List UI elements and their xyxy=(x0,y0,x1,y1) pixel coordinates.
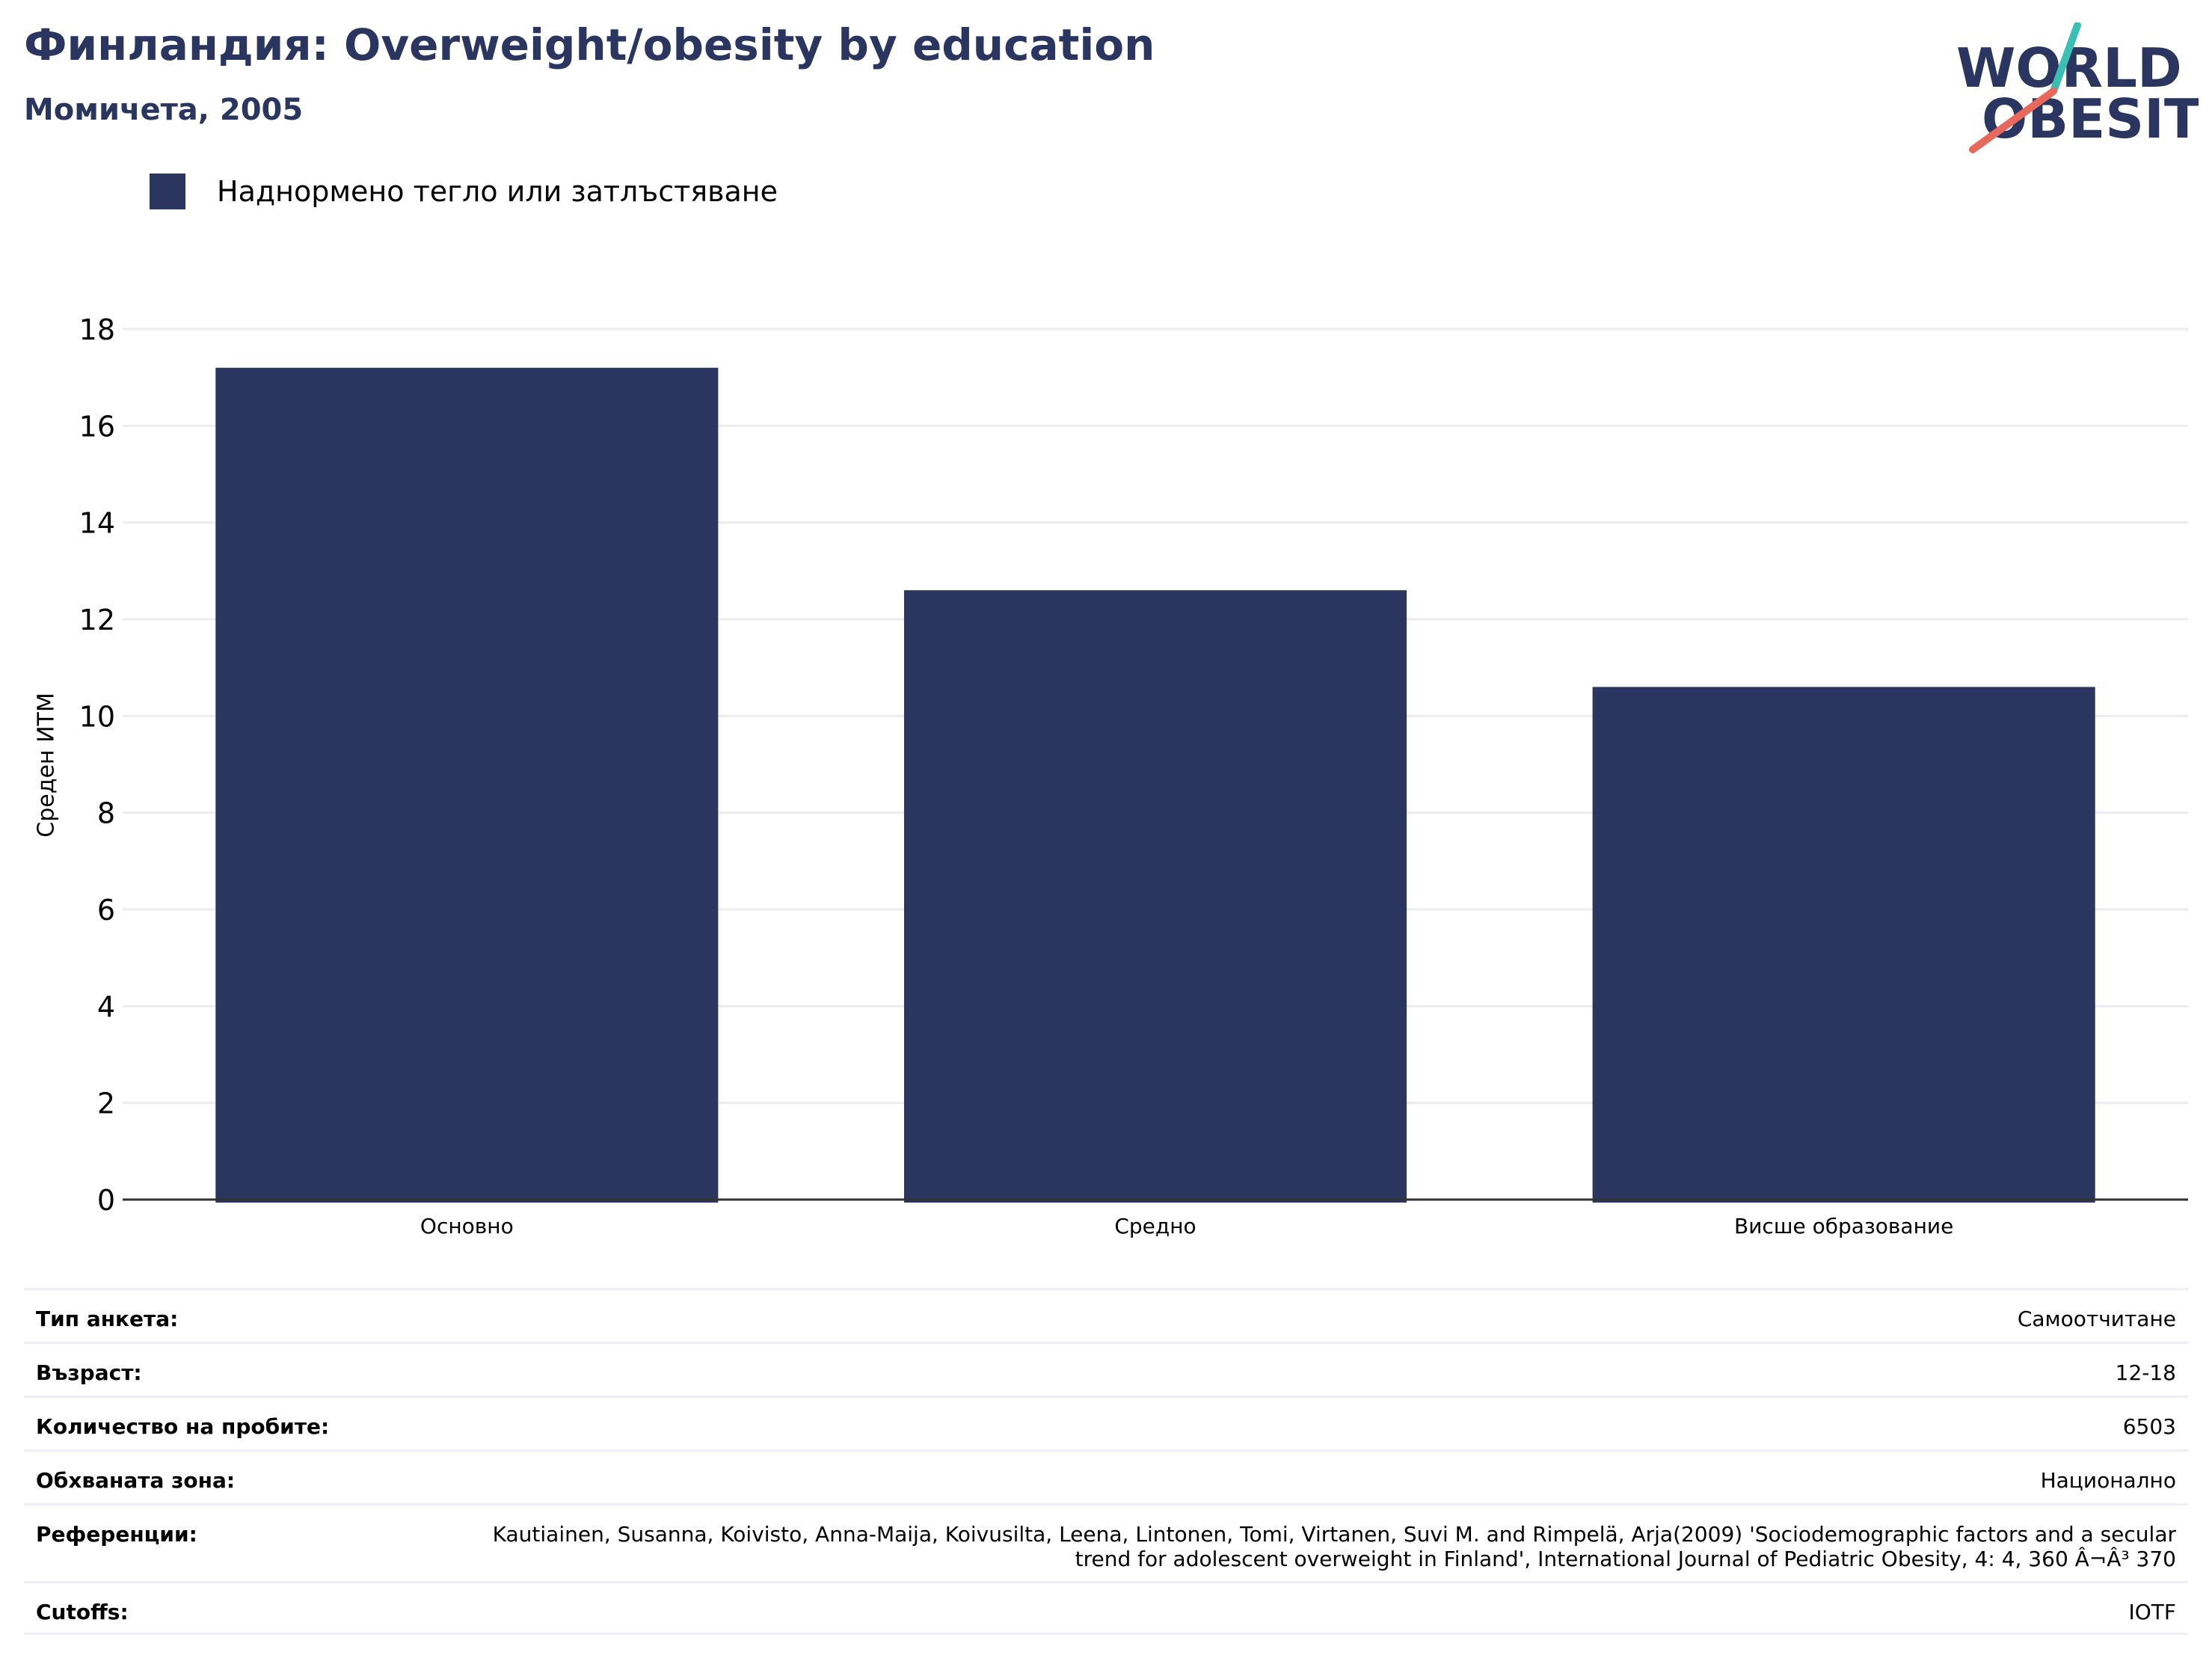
meta-value: 12-18 xyxy=(2115,1360,2176,1385)
meta-row-sample-size: Количество на пробите: 6503 xyxy=(24,1396,2188,1449)
meta-value: Самоотчитане xyxy=(2017,1307,2176,1331)
bar xyxy=(903,590,1407,1203)
x-tick-label: Висше образование xyxy=(1734,1214,1953,1238)
meta-value: IOTF xyxy=(2128,1600,2176,1624)
meta-value: Kautiainen, Susanna, Koivisto, Anna-Maij… xyxy=(492,1522,2176,1571)
chart-title: Финландия: Overweight/obesity by educati… xyxy=(24,19,1155,70)
logo-slash-top xyxy=(2050,22,2081,95)
y-tick-label: 16 xyxy=(79,410,115,443)
bar xyxy=(215,367,719,1203)
y-tick-label: 6 xyxy=(97,894,115,927)
metadata-table: Тип анкета: Самоотчитане Възраст: 12-18 … xyxy=(24,1288,2188,1635)
meta-row-cutoffs: Cutoffs: IOTF xyxy=(24,1581,2188,1635)
y-tick-label: 10 xyxy=(79,700,115,733)
meta-row-coverage: Обхваната зона: Национално xyxy=(24,1449,2188,1503)
y-tick-label: 4 xyxy=(97,990,115,1023)
y-tick-label: 0 xyxy=(97,1184,115,1217)
y-tick-label: 14 xyxy=(79,507,115,540)
meta-key: Cutoffs: xyxy=(36,1600,129,1624)
world-obesity-logo: WORLD OBESITY xyxy=(1956,22,2199,153)
logo-slash-bottom xyxy=(1969,88,2057,153)
chart-subtitle: Момичета, 2005 xyxy=(24,93,304,127)
bar-chart: 0 2 4 6 8 10 12 14 16 18 Основно Средно Висше образо… xyxy=(79,313,2188,1238)
legend: Наднормено тегло или затлъстяване xyxy=(150,172,778,211)
meta-row-references: Референции: Kautiainen, Susanna, Koivist… xyxy=(24,1503,2188,1581)
meta-value: 6503 xyxy=(2122,1414,2176,1439)
meta-key: Възраст: xyxy=(36,1360,142,1385)
y-tick-label: 12 xyxy=(79,604,115,636)
y-tick-label: 2 xyxy=(97,1087,115,1120)
meta-value: Национално xyxy=(2040,1468,2176,1493)
x-tick-label: Основно xyxy=(420,1214,514,1238)
legend-swatch xyxy=(150,174,185,209)
y-tick-label: 18 xyxy=(79,313,115,346)
meta-key: Тип анкета: xyxy=(36,1307,179,1331)
meta-key: Референции: xyxy=(36,1522,197,1547)
bar xyxy=(1592,687,2095,1203)
legend-label: Наднормено тегло или затлъстяване xyxy=(217,175,778,208)
meta-key: Обхваната зона: xyxy=(36,1468,236,1493)
y-tick-label: 8 xyxy=(97,797,115,830)
meta-row-survey-type: Тип анкета: Самоотчитане xyxy=(24,1288,2188,1342)
meta-row-age: Възраст: 12-18 xyxy=(24,1342,2188,1396)
meta-key: Количество на пробите: xyxy=(36,1414,330,1439)
x-tick-label: Средно xyxy=(1114,1214,1196,1238)
